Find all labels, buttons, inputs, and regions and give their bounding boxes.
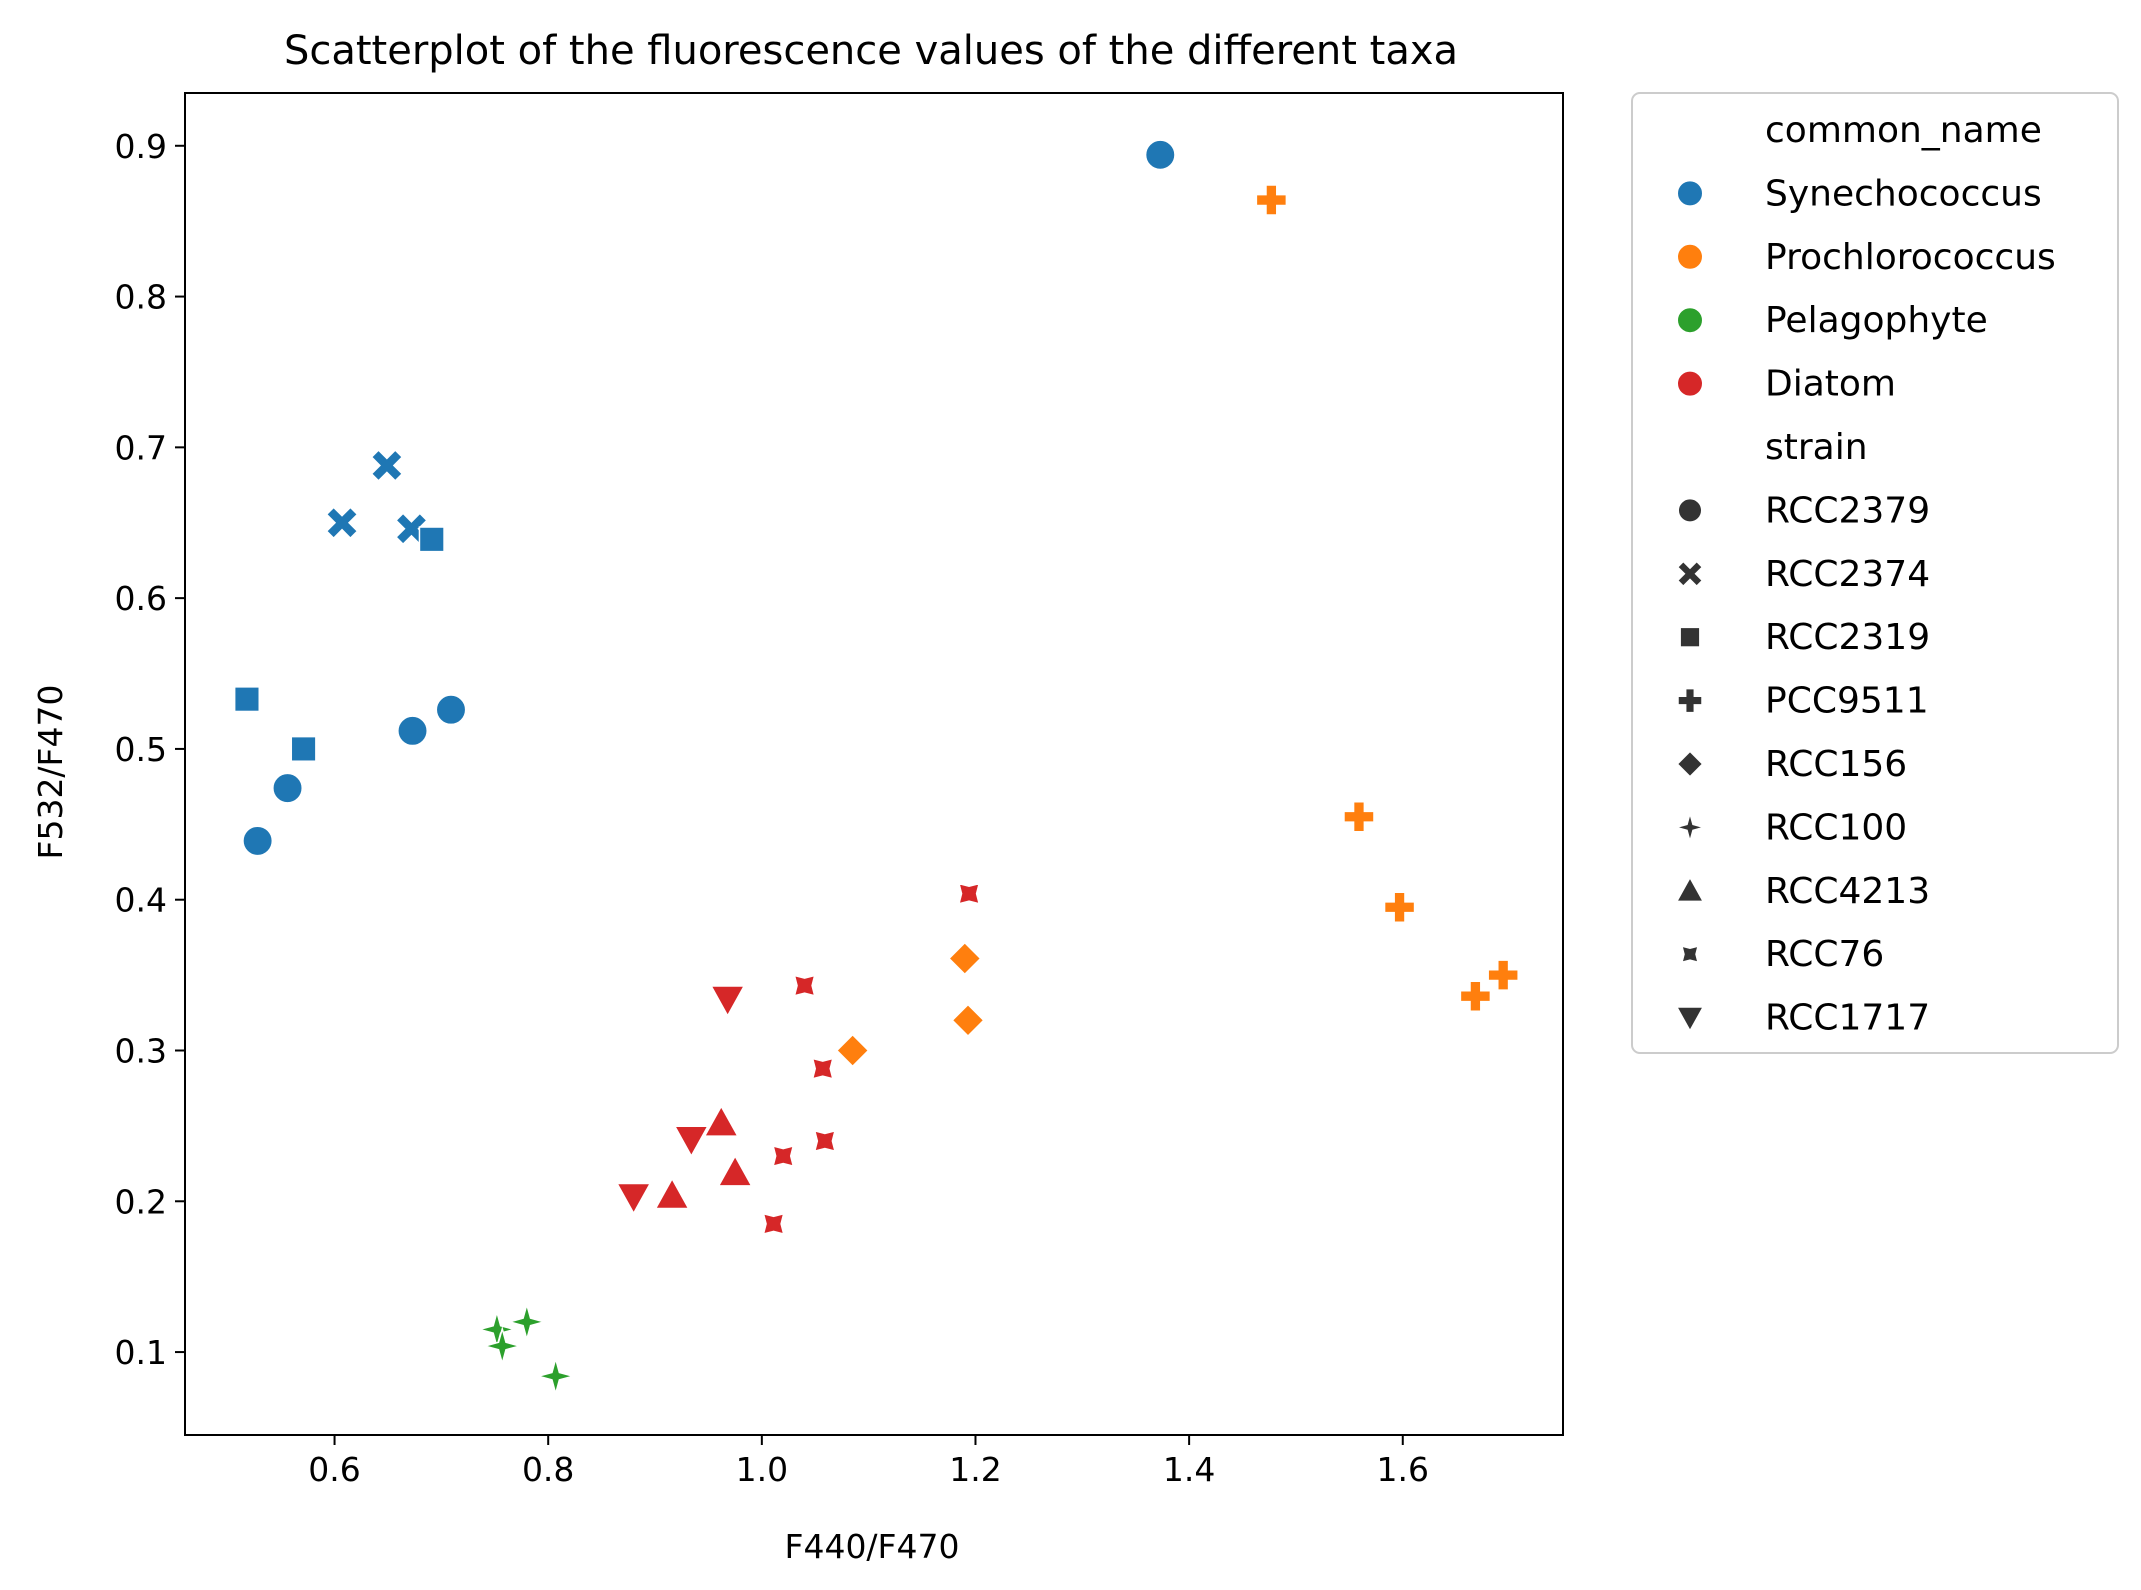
chart-title: Scatterplot of the fluorescence values o…: [284, 28, 1458, 74]
data-point: [709, 985, 746, 1018]
legend-style-marker: [1679, 626, 1701, 648]
data-point: [370, 449, 404, 482]
series-synechococcus-rcc2319: [233, 526, 445, 762]
x-tick-label: 1.2: [949, 1450, 1001, 1489]
data-point: [482, 1325, 523, 1367]
legend-style-marker: [1680, 945, 1700, 964]
data-point: [1255, 184, 1288, 216]
x-tick-label: 1.4: [1163, 1450, 1215, 1489]
legend-hue-label: Diatom: [1765, 364, 1896, 405]
legend-hue-label: Synechococcus: [1765, 173, 2042, 214]
legend-box: [1631, 92, 2119, 1054]
legend-hue-title: common_name: [1765, 110, 2042, 151]
legend-style-label: RCC1717: [1765, 998, 1930, 1039]
legend-style-marker: [1676, 560, 1704, 588]
data-point-shape: [370, 449, 404, 482]
series-pelagophyte-rcc100: [476, 1301, 576, 1397]
legend-style-marker: [1677, 687, 1703, 714]
data-point: [654, 1177, 690, 1210]
data-point: [1487, 959, 1519, 991]
data-point: [673, 1125, 710, 1158]
data-point: [835, 1033, 870, 1068]
data-point: [957, 882, 981, 905]
legend-style-label: PCC9511: [1765, 681, 1929, 722]
legend-hue-label: Prochlorococcus: [1765, 237, 2056, 278]
axes: 0.6 0.8 1.0 1.2 1.4 1.6 0.1 0.2 0.3 0.4 0.5 0.6 0.7 0…: [115, 92, 1564, 1489]
data-point: [506, 1301, 547, 1342]
legend-style-marker: [1676, 750, 1704, 778]
legend-style-label: RCC76: [1765, 934, 1884, 975]
y-tick-label: 0.3: [115, 1031, 167, 1070]
legend-hue-marker: [1676, 306, 1704, 334]
legend-hue-marker: [1676, 179, 1704, 207]
data-point: [772, 1144, 795, 1168]
data-point: [703, 1104, 740, 1137]
series-synechococcus-rcc2379: [242, 139, 1176, 857]
x-tick-label: 1.0: [736, 1450, 788, 1489]
plot-frame: [184, 92, 1564, 1436]
data-point: [793, 974, 816, 997]
y-tick-label: 0.5: [115, 730, 167, 769]
legend-hue-marker: [1676, 243, 1704, 271]
series-synechococcus-rcc2374: [325, 449, 428, 546]
series-diatom-rcc4213: [654, 1104, 753, 1210]
legend-style-label: RCC156: [1765, 744, 1907, 785]
data-point: [1459, 980, 1492, 1012]
legend: common_name Synechococcus Prochlorococcus P…: [1631, 92, 2119, 1054]
data-point: [242, 825, 274, 857]
data-point-shape: [325, 506, 359, 540]
y-tick-label: 0.4: [115, 881, 167, 920]
y-tick-label: 0.9: [115, 127, 167, 166]
legend-style-marker: [1675, 876, 1705, 903]
legend-hue-label: Pelagophyte: [1765, 300, 1988, 341]
series-prochlorococcus-rcc156: [835, 941, 985, 1068]
series-prochlorococcus-pcc9511: [1255, 184, 1519, 1012]
x-tick-label: 0.6: [308, 1450, 360, 1489]
x-tick-label: 1.6: [1377, 1450, 1429, 1489]
legend-style-label: RCC2374: [1765, 554, 1930, 595]
data-point: [233, 686, 261, 713]
data-point: [272, 772, 303, 804]
data-point: [811, 1057, 834, 1080]
x-axis-title: F440/F470: [784, 1527, 959, 1566]
plot-area: [233, 139, 1519, 1397]
data-point: [290, 735, 317, 762]
legend-style-label: RCC4213: [1765, 871, 1930, 912]
data-point: [535, 1356, 576, 1397]
data-point: [1144, 139, 1176, 171]
data-point: [435, 694, 467, 726]
legend-style-label: RCC2319: [1765, 617, 1930, 658]
data-point: [476, 1309, 518, 1350]
data-point: [951, 1003, 985, 1038]
data-point: [813, 1129, 836, 1153]
y-axis-title: F532/F470: [31, 684, 70, 859]
series-diatom-rcc76: [762, 882, 981, 1236]
legend-style-title: strain: [1765, 427, 1868, 468]
data-point: [615, 1182, 652, 1215]
legend-style-marker: [1677, 497, 1703, 523]
data-point: [397, 715, 428, 747]
x-tick-label: 0.8: [522, 1450, 574, 1489]
series-diatom-rcc1717: [615, 985, 746, 1215]
legend-style-marker: [1673, 810, 1707, 845]
data-point: [325, 506, 359, 540]
legend-style-label: RCC100: [1765, 807, 1907, 848]
y-tick-label: 0.8: [115, 278, 167, 317]
y-tick-label: 0.2: [115, 1182, 167, 1221]
legend-hue-marker: [1676, 370, 1704, 398]
data-point: [1383, 891, 1416, 923]
data-point: [418, 526, 445, 553]
data-point: [1343, 801, 1375, 833]
y-tick-label: 0.6: [115, 579, 167, 618]
y-tick-label: 0.1: [115, 1333, 167, 1372]
legend-style-label: RCC2379: [1765, 490, 1930, 531]
y-tick-label: 0.7: [115, 428, 167, 467]
data-point: [947, 941, 982, 976]
data-point: [762, 1212, 785, 1236]
data-point: [717, 1154, 753, 1187]
legend-style-marker: [1675, 1006, 1705, 1033]
legend-style-marker-shape: [1676, 560, 1704, 588]
